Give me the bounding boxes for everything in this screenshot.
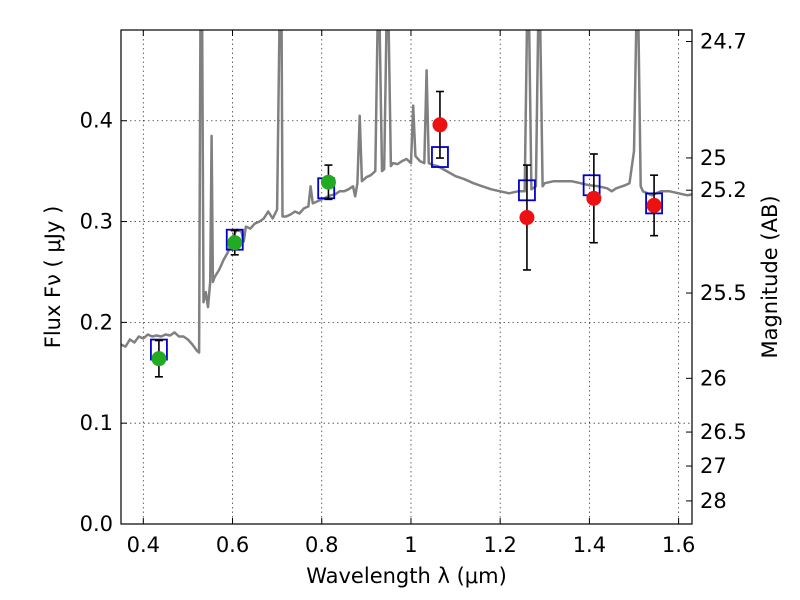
right-tick-label: 28 [700,489,727,513]
plot-frame [120,29,693,525]
data-point [646,197,662,213]
x-tick-label: 1.2 [483,533,516,557]
ticks: 0.4 0.6 0.8 1 1.2 1.4 1.6 0.0 0.1 0.2 0.3 0.4 24.7 25… [80,29,747,557]
data-point [586,190,602,206]
data-point [320,174,336,190]
right-tick-label: 25.5 [700,281,747,305]
x-tick-label: 0.8 [305,533,338,557]
right-tick-label: 27 [700,454,727,478]
y-tick-label: 0.4 [80,109,113,133]
right-tick-label: 25.2 [700,178,747,202]
x-tick-label: 1.6 [662,533,695,557]
right-tick-label: 26.5 [700,420,747,444]
data-point [227,235,243,251]
x-tick-label: 1 [404,533,417,557]
right-tick-label: 25 [700,146,727,170]
spectrum-line [121,30,692,354]
x-tick-label: 0.4 [127,533,160,557]
y-tick-label: 0.3 [80,210,113,234]
right-tick-label: 24.7 [700,29,747,53]
y-axis-label: Flux Fν ( μJy ) [41,206,65,349]
data-point [151,351,167,367]
x-tick-label: 0.6 [216,533,249,557]
data-point [519,210,535,226]
grid [121,30,692,525]
y-tick-label: 0.2 [80,310,113,334]
plot-area [121,30,692,378]
y-tick-label: 0.0 [80,512,113,536]
right-axis-label: Magnitude (AB) [758,195,782,358]
data-point [432,117,448,133]
x-tick-label: 1.4 [573,533,606,557]
right-tick-label: 26 [700,366,727,390]
y-tick-label: 0.1 [80,411,113,435]
x-axis-label: Wavelength λ (μm) [306,564,507,588]
